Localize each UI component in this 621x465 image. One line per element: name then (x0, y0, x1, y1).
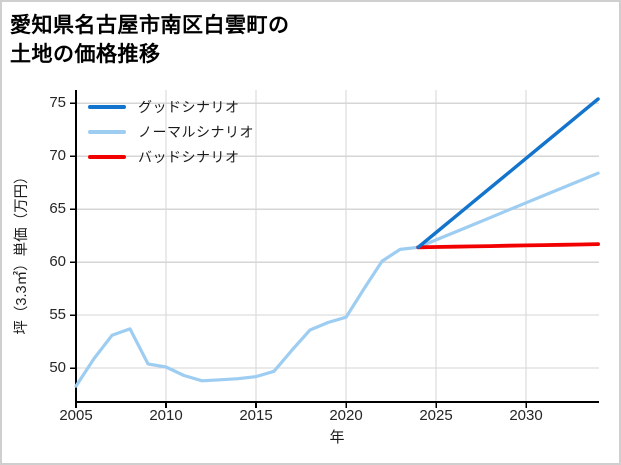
legend-label-normal: ノーマルシナリオ (138, 123, 254, 140)
good-scenario-line-swatch (88, 104, 126, 109)
bad-scenario-line (416, 242, 600, 250)
y-tick-label-60: 60 (49, 253, 66, 270)
good-scenario-line (416, 97, 600, 250)
bad-scenario-line-swatch (88, 154, 126, 159)
normal-scenario-line (74, 171, 600, 388)
y-tick-label-70: 70 (49, 147, 66, 164)
chart-title-line2: 土地の価格推移 (10, 42, 161, 66)
chart-title: 愛知県名古屋市南区白雲町の 土地の価格推移 (10, 12, 290, 70)
x-tick-label-2020: 2020 (329, 407, 363, 424)
x-tick-label-2025: 2025 (419, 407, 453, 424)
legend-label-bad: バッドシナリオ (138, 148, 240, 165)
x-tick-label-2010: 2010 (149, 407, 183, 424)
x-tick-label-2030: 2030 (509, 407, 543, 424)
legend-item-bad: バッドシナリオ (88, 144, 254, 169)
y-tick-label-55: 55 (49, 306, 66, 323)
x-tick-label-2015: 2015 (239, 407, 273, 424)
y-axis-label: 坪（3.3㎡）単価（万円） (14, 169, 30, 335)
y-tick-label-65: 65 (49, 200, 66, 217)
legend-item-good: グッドシナリオ (88, 94, 254, 119)
legend-item-normal: ノーマルシナリオ (88, 119, 254, 144)
chart-title-line1: 愛知県名古屋市南区白雲町の (10, 14, 290, 37)
x-axis-label: 年 (329, 429, 345, 446)
y-tick-label-50: 50 (49, 359, 66, 376)
normal-scenario-line-swatch (88, 129, 126, 134)
x-tick-label-2005: 2005 (59, 407, 93, 424)
legend-label-good: グッドシナリオ (138, 98, 240, 115)
y-tick-label-75: 75 (49, 94, 66, 111)
legend: グッドシナリオ ノーマルシナリオ バッドシナリオ (88, 94, 254, 169)
